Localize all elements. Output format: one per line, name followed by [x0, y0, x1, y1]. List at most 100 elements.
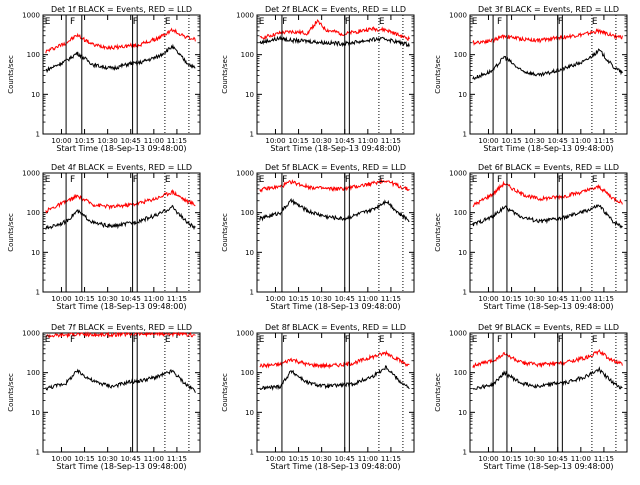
- y-tick-label: 1000: [22, 12, 40, 20]
- series-line-events: [472, 366, 623, 390]
- interval-marker-label: F: [70, 175, 75, 185]
- x-tick-label: 10:45: [548, 455, 568, 463]
- y-tick-label: 1: [36, 289, 40, 297]
- y-tick-label: 1: [250, 131, 254, 139]
- interval-marker-label: E: [45, 17, 51, 27]
- series-line-lld: [472, 348, 623, 369]
- x-tick-label: 10:15: [288, 455, 308, 463]
- x-tick-label: 10:30: [525, 455, 545, 463]
- chart-title: Det 9f BLACK = Events, RED = LLD: [478, 323, 619, 332]
- x-tick-label: 11:15: [167, 137, 187, 145]
- y-axis-label: Counts/sec: [7, 213, 15, 252]
- y-tick-label: 1000: [236, 170, 254, 178]
- interval-marker-label: F: [558, 175, 563, 185]
- chart-panel-8: Det 8f BLACK = Events, RED = LLD Counts/s…: [221, 323, 415, 471]
- x-tick-label: 10:00: [265, 137, 285, 145]
- interval-marker-label: F: [70, 17, 75, 27]
- y-tick-label: 1: [463, 449, 467, 457]
- y-tick-label: 100: [454, 51, 467, 59]
- x-tick-label: 11:00: [571, 295, 591, 303]
- interval-marker-label: F: [345, 335, 350, 345]
- interval-marker-label: E: [472, 335, 478, 345]
- interval-marker-label: F: [133, 335, 138, 345]
- interval-marker-label: E: [259, 17, 265, 27]
- interval-marker-label: F: [282, 175, 287, 185]
- y-tick-label: 1: [250, 289, 254, 297]
- series-line-events: [45, 368, 196, 393]
- x-tick-label: 11:15: [594, 295, 614, 303]
- chart-title: Det 1f BLACK = Events, RED = LLD: [51, 5, 192, 14]
- y-tick-label: 100: [241, 51, 254, 59]
- series-line-lld: [259, 178, 410, 193]
- x-tick-label: 10:45: [548, 137, 568, 145]
- x-tick-label: 10:30: [312, 137, 332, 145]
- y-tick-label: 1000: [236, 330, 254, 338]
- y-tick-label: 1: [463, 289, 467, 297]
- chart-panel-5: Det 5f BLACK = Events, RED = LLD Counts/s…: [221, 163, 415, 311]
- y-tick-label: 1: [36, 449, 40, 457]
- y-tick-label: 10: [245, 91, 254, 99]
- y-tick-label: 100: [241, 369, 254, 377]
- x-tick-label: 10:15: [501, 295, 521, 303]
- y-tick-label: 1: [463, 131, 467, 139]
- chart-title: Det 3f BLACK = Events, RED = LLD: [478, 5, 619, 14]
- y-axis-label: Counts/sec: [434, 213, 442, 252]
- y-axis-label: Counts/sec: [221, 373, 229, 412]
- series-line-events: [259, 197, 410, 223]
- y-tick-label: 10: [245, 249, 254, 257]
- interval-marker-label: E: [165, 335, 171, 345]
- y-tick-label: 10: [458, 409, 467, 417]
- y-tick-label: 1: [250, 449, 254, 457]
- y-tick-label: 10: [31, 91, 40, 99]
- x-tick-label: 10:15: [501, 455, 521, 463]
- interval-marker-label: E: [259, 175, 265, 185]
- interval-marker-label: E: [379, 175, 385, 185]
- x-axis-label: Start Time (18-Sep-13 09:48:00): [56, 144, 186, 153]
- y-tick-label: 10: [31, 249, 40, 257]
- x-tick-label: 11:00: [144, 137, 164, 145]
- interval-marker-label: F: [345, 175, 350, 185]
- y-tick-label: 1000: [22, 330, 40, 338]
- x-tick-label: 10:30: [98, 295, 118, 303]
- chart-title: Det 2f BLACK = Events, RED = LLD: [265, 5, 406, 14]
- y-tick-label: 1000: [449, 170, 467, 178]
- plot-frame: [469, 14, 628, 135]
- x-tick-label: 10:30: [98, 455, 118, 463]
- x-tick-label: 11:15: [167, 295, 187, 303]
- y-tick-label: 1000: [22, 170, 40, 178]
- x-tick-label: 10:15: [288, 137, 308, 145]
- chart-title: Det 8f BLACK = Events, RED = LLD: [265, 323, 406, 332]
- interval-marker-label: F: [497, 175, 502, 185]
- y-tick-label: 1000: [449, 330, 467, 338]
- x-tick-label: 11:00: [144, 455, 164, 463]
- chart-title: Det 7f BLACK = Events, RED = LLD: [51, 323, 192, 332]
- series-line-lld: [45, 27, 196, 54]
- chart-panel-6: Det 6f BLACK = Events, RED = LLD Counts/s…: [434, 163, 628, 311]
- x-tick-label: 11:15: [381, 295, 401, 303]
- x-tick-label: 11:00: [358, 295, 378, 303]
- x-axis-label: Start Time (18-Sep-13 09:48:00): [270, 144, 400, 153]
- plot-frame: [42, 14, 201, 135]
- plot-frame: [256, 172, 415, 293]
- x-tick-label: 10:15: [74, 295, 94, 303]
- x-tick-label: 10:45: [121, 137, 141, 145]
- x-tick-label: 10:30: [312, 295, 332, 303]
- series-line-lld: [472, 28, 623, 46]
- y-axis-label: Counts/sec: [7, 373, 15, 412]
- series-line-lld: [45, 331, 196, 339]
- x-tick-label: 10:00: [51, 455, 71, 463]
- x-tick-label: 11:00: [571, 455, 591, 463]
- series-line-events: [472, 204, 623, 229]
- interval-marker-label: F: [133, 17, 138, 27]
- y-tick-label: 1: [36, 131, 40, 139]
- x-tick-label: 10:45: [548, 295, 568, 303]
- series-line-events: [45, 204, 196, 231]
- series-line-events: [472, 48, 623, 81]
- x-tick-label: 10:30: [525, 295, 545, 303]
- x-tick-label: 10:45: [335, 295, 355, 303]
- x-tick-label: 11:00: [358, 137, 378, 145]
- interval-marker-label: E: [592, 17, 598, 27]
- y-axis-label: Counts/sec: [221, 55, 229, 94]
